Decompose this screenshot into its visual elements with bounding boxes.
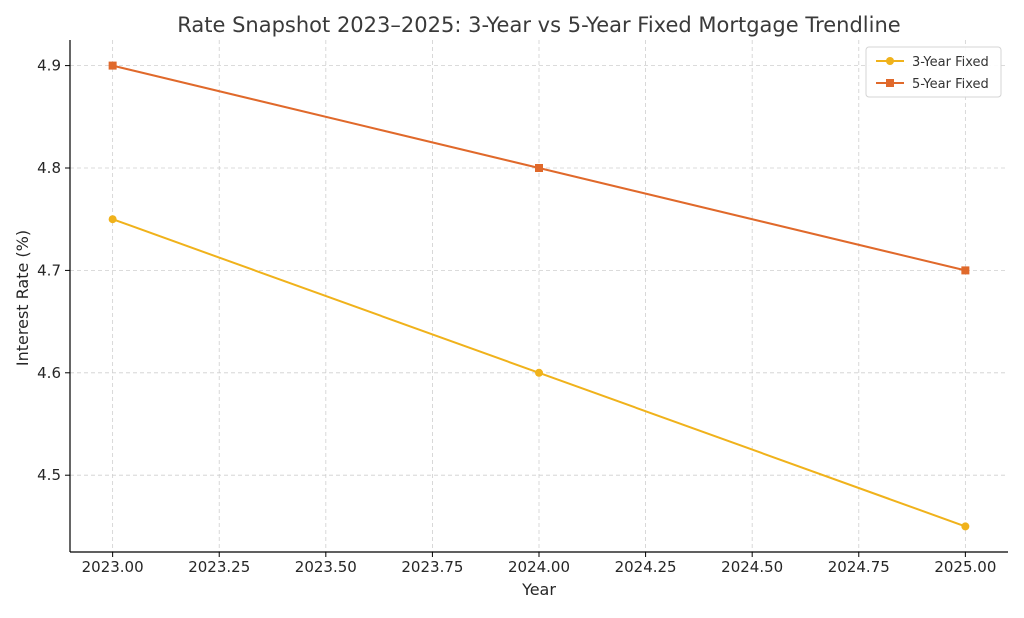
legend-marker bbox=[886, 79, 894, 87]
data-point bbox=[108, 215, 117, 224]
x-tick-label: 2024.00 bbox=[508, 558, 570, 576]
legend-label: 3-Year Fixed bbox=[912, 55, 989, 70]
data-point bbox=[108, 61, 117, 70]
legend-entry: 3-Year Fixed bbox=[876, 55, 989, 70]
x-tick-label: 2024.25 bbox=[615, 558, 677, 576]
grid-layer bbox=[70, 40, 1008, 552]
series-layer bbox=[108, 61, 970, 531]
data-point bbox=[961, 522, 970, 531]
legend: 3-Year Fixed 5-Year Fixed bbox=[865, 46, 1002, 98]
x-tick-label: 2023.00 bbox=[82, 558, 144, 576]
legend-items: 3-Year Fixed 5-Year Fixed bbox=[876, 55, 989, 92]
chart-title: Rate Snapshot 2023–2025: 3-Year vs 5-Yea… bbox=[177, 13, 900, 37]
x-ticks: 2023.00 2023.25 2023.50 2023.75 2024.00 2024.… bbox=[82, 552, 996, 576]
y-ticks: 4.5 4.6 4.7 4.8 4.9 bbox=[37, 57, 70, 484]
data-point bbox=[961, 266, 970, 275]
series-1 bbox=[108, 215, 970, 531]
y-tick-label: 4.9 bbox=[37, 57, 61, 75]
x-tick-label: 2023.25 bbox=[188, 558, 250, 576]
legend-entry: 5-Year Fixed bbox=[876, 77, 989, 92]
data-point bbox=[535, 368, 543, 377]
y-tick-label: 4.6 bbox=[37, 364, 61, 382]
data-point bbox=[535, 164, 543, 172]
x-tick-label: 2025.00 bbox=[934, 558, 996, 576]
y-axis-label: Interest Rate (%) bbox=[13, 230, 32, 366]
y-tick-label: 4.8 bbox=[37, 159, 61, 177]
x-tick-label: 2024.75 bbox=[828, 558, 890, 576]
y-tick-label: 4.5 bbox=[37, 466, 61, 484]
x-tick-label: 2023.50 bbox=[295, 558, 357, 576]
x-axis-label: Year bbox=[521, 580, 556, 599]
x-tick-label: 2024.50 bbox=[721, 558, 783, 576]
legend-label: 5-Year Fixed bbox=[912, 77, 989, 92]
legend-frame bbox=[865, 46, 1002, 98]
series-2 bbox=[108, 61, 970, 275]
legend-marker bbox=[886, 57, 894, 65]
x-tick-label: 2023.75 bbox=[401, 558, 463, 576]
y-tick-label: 4.7 bbox=[37, 261, 61, 279]
